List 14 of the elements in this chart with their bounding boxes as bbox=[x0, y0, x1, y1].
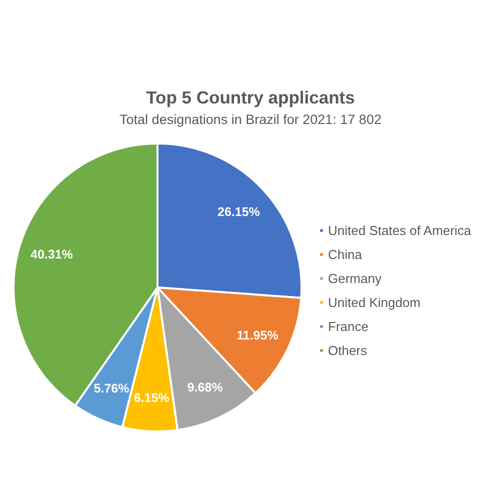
data-label: 6.15% bbox=[134, 391, 170, 406]
legend-label: Others bbox=[328, 342, 368, 360]
chart-subtitle: Total designations in Brazil for 2021: 17 802 bbox=[120, 112, 382, 127]
legend-label: China bbox=[328, 246, 362, 264]
data-label: 26.15% bbox=[217, 204, 260, 219]
data-label: 5.76% bbox=[94, 381, 130, 396]
chart-title: Top 5 Country applicants bbox=[146, 88, 356, 108]
legend-label: France bbox=[328, 318, 368, 336]
legend-label: United Kingdom bbox=[328, 294, 420, 312]
legend-label: United States of America bbox=[328, 222, 472, 240]
data-label: 11.95% bbox=[236, 328, 278, 342]
data-label: 40.31% bbox=[30, 247, 73, 262]
legend-label: Germany bbox=[328, 270, 382, 288]
data-label: 9.68% bbox=[187, 380, 223, 395]
